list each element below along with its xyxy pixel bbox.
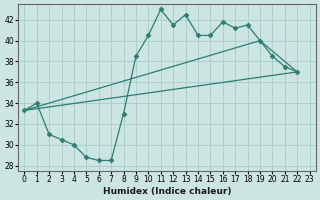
X-axis label: Humidex (Indice chaleur): Humidex (Indice chaleur): [103, 187, 231, 196]
